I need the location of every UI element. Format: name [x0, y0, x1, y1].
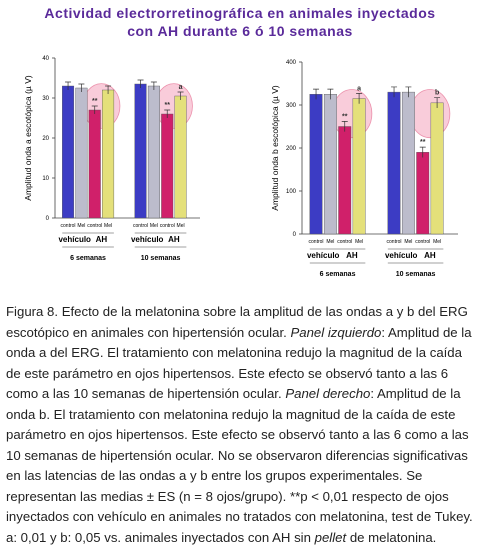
bar: [430, 102, 444, 235]
bar: [338, 126, 352, 235]
bar: [102, 89, 115, 219]
caption-text: de melatonina.: [346, 529, 437, 545]
x-tick-label: 10 semanas: [141, 255, 181, 262]
bar-label: control: [61, 223, 76, 229]
title-line: Actividad electrorretinográfica en anima…: [44, 5, 436, 21]
bar: [174, 95, 187, 219]
y-axis-label: Amplitud onda a escotópica (µ V): [23, 75, 33, 201]
x-tick-label: 6 semanas: [70, 255, 106, 262]
title-line: con AH durante 6 ó 10 semanas: [127, 23, 353, 39]
y-tick-label: 0: [46, 216, 50, 222]
y-tick-label: 200: [286, 146, 297, 152]
bar-label: control: [309, 239, 324, 245]
bar: [309, 94, 323, 235]
y-tick-label: 40: [42, 56, 49, 62]
bar-label: Mel: [355, 239, 363, 245]
y-tick-label: 20: [42, 136, 49, 142]
bar-label: control: [387, 239, 402, 245]
bar-label: Mel: [433, 239, 441, 245]
error-bar: [405, 86, 412, 98]
y-tick-label: 0: [293, 232, 297, 238]
subgroup-label: AH: [346, 251, 358, 260]
annotation: a: [357, 85, 361, 92]
y-tick-label: 100: [286, 189, 297, 195]
chart: 0 10 20 30 40 Amplitud onda a escotópica (µ V…: [23, 56, 200, 262]
y-tick-label: 400: [286, 60, 297, 66]
annotation: **: [420, 139, 426, 146]
x-tick-label: 6 semanas: [320, 271, 356, 278]
bar-label: control: [415, 239, 430, 245]
bar-label: Mel: [404, 239, 412, 245]
caption-text: Panel izquierdo: [290, 324, 382, 340]
bar: [147, 85, 160, 219]
bar: [75, 87, 88, 219]
subgroup-label: vehículo: [307, 251, 340, 260]
highlight: [409, 89, 451, 139]
error-bar: [137, 79, 144, 88]
error-bar: [150, 81, 157, 90]
y-tick-label: 10: [42, 176, 49, 182]
subgroup-label: vehículo: [58, 235, 91, 244]
bar: [416, 152, 430, 235]
error-bar: [341, 120, 348, 132]
error-bar: [65, 81, 72, 90]
caption-text: pellet: [314, 529, 347, 545]
bar: [387, 91, 401, 235]
error-bar: [434, 97, 441, 109]
bar-label: Mel: [77, 223, 85, 229]
subgroup-label: vehículo: [385, 251, 418, 260]
annotation: **: [342, 113, 348, 120]
error-bar: [313, 88, 320, 100]
highlight: [154, 83, 193, 129]
subgroup-label: AH: [96, 235, 108, 244]
bar: [352, 98, 366, 235]
bar: [134, 83, 147, 219]
subgroup-label: vehículo: [131, 235, 164, 244]
annotation: a: [179, 84, 183, 91]
caption: Figura 8. Efecto de la melatonina sobre …: [6, 302, 474, 548]
caption-text: Panel derecho: [285, 386, 371, 401]
bar-label: Mel: [150, 223, 158, 229]
highlight: [331, 89, 373, 139]
bar-label: Mel: [177, 223, 185, 229]
caption-text: : Amplitud de la onda a del ERG. El trat…: [6, 324, 472, 402]
bar-label: control: [133, 223, 148, 229]
figure-title: Actividad electrorretinográfica en anima…: [0, 4, 480, 40]
error-bar: [391, 86, 398, 98]
bar: [323, 94, 337, 235]
error-bar: [78, 83, 85, 92]
subgroup-label: AH: [424, 251, 436, 260]
annotation: b: [435, 90, 439, 97]
error-bar: [327, 88, 334, 100]
bar: [161, 113, 174, 219]
bar-label: control: [87, 223, 102, 229]
annotation: **: [165, 102, 171, 109]
highlight: [82, 83, 121, 129]
bar: [88, 109, 101, 219]
caption-text: : Amplitud de la onda b. El tratamiento …: [6, 386, 473, 545]
bar: [62, 85, 75, 219]
y-tick-label: 30: [42, 96, 49, 102]
error-bar: [419, 146, 426, 158]
error-bar: [91, 105, 98, 114]
bar-label: Mel: [104, 223, 112, 229]
subgroup-label: AH: [168, 235, 180, 244]
y-tick-label: 300: [286, 103, 297, 109]
error-bar: [164, 109, 171, 118]
annotation: **: [92, 98, 98, 105]
chart: 0 100 200 300 400 Amplitud onda b escotópica …: [270, 60, 458, 278]
error-bar: [105, 85, 112, 94]
error-bar: [356, 93, 363, 104]
bar-label: control: [337, 239, 352, 245]
bar: [401, 91, 415, 235]
caption-text: Figura 8. Efecto de la melatonina sobre …: [6, 304, 468, 340]
y-axis-label: Amplitud onda b escotópica (µ V): [270, 85, 280, 211]
bar-label: control: [160, 223, 175, 229]
bar-label: Mel: [326, 239, 334, 245]
error-bar: [177, 91, 184, 100]
x-tick-label: 10 semanas: [396, 271, 436, 278]
